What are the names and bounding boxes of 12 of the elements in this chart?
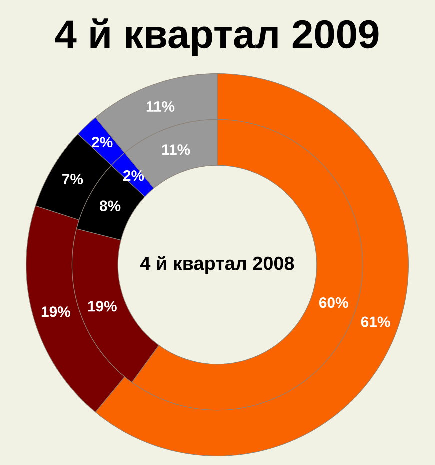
data-label: 2% [92,137,113,148]
data-label: 60% [319,298,348,308]
data-label: 2% [123,170,144,182]
data-label: 11% [146,101,175,112]
data-label: 19% [42,306,70,318]
chart-title: 4 й квартал 2009 [55,18,379,56]
text: 4 й квартал 2008 [140,256,294,274]
data-label: 8% [100,200,121,212]
data-label: 11% [162,144,190,156]
data-label: 61% [361,316,390,328]
data-label: 7% [62,174,84,185]
data-label: 19% [88,301,117,312]
